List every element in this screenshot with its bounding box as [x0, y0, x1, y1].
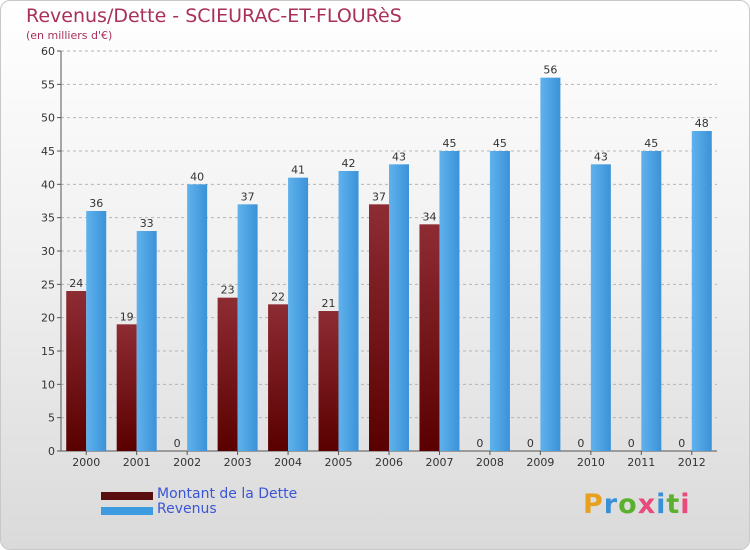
- logo-letter: r: [603, 489, 619, 520]
- data-label-debt: 23: [221, 284, 235, 297]
- bar-debt: [318, 311, 339, 451]
- x-tick-label: 2011: [627, 456, 655, 469]
- data-label-debt: 0: [527, 437, 534, 450]
- data-label-revenue: 48: [695, 117, 709, 130]
- bar-debt: [66, 291, 87, 451]
- x-tick-label: 2003: [224, 456, 252, 469]
- x-tick-label: 2012: [678, 456, 706, 469]
- bar-revenue: [237, 204, 258, 451]
- x-tick-label: 2002: [173, 456, 201, 469]
- x-tick-label: 2005: [325, 456, 353, 469]
- data-label-debt: 0: [476, 437, 483, 450]
- bar-revenue: [641, 151, 662, 451]
- chart-title: Revenus/Dette - SCIEURAC-ET-FLOURèS: [26, 5, 402, 27]
- x-tick-label: 2009: [526, 456, 554, 469]
- x-tick-label: 2004: [274, 456, 302, 469]
- bar-revenue: [389, 164, 409, 452]
- bar-debt: [116, 324, 137, 451]
- data-label-revenue: 45: [493, 137, 507, 150]
- logo-letter: i: [680, 489, 691, 520]
- data-label-debt: 34: [422, 210, 436, 223]
- bar-debt: [419, 224, 440, 451]
- y-tick-label: 45: [41, 145, 55, 158]
- bar-revenue: [338, 171, 359, 451]
- bar-revenue: [136, 231, 157, 451]
- y-tick-label: 35: [41, 212, 55, 225]
- data-label-debt: 22: [271, 290, 285, 303]
- x-tick-label: 2010: [577, 456, 605, 469]
- legend-swatch-revenue: [101, 507, 153, 515]
- logo-letter: i: [656, 489, 667, 520]
- x-tick-label: 2006: [375, 456, 403, 469]
- data-label-debt: 19: [120, 310, 134, 323]
- bar-debt: [369, 204, 389, 451]
- data-label-revenue: 43: [594, 150, 608, 163]
- chart-subtitle: (en milliers d'€): [26, 29, 113, 42]
- y-tick-label: 20: [41, 312, 55, 325]
- logo-letter: x: [637, 489, 657, 520]
- y-tick-label: 30: [41, 245, 55, 258]
- x-tick-label: 2000: [72, 456, 100, 469]
- data-label-debt: 0: [577, 437, 584, 450]
- bar-revenue: [590, 164, 611, 452]
- data-label-revenue: 42: [342, 157, 356, 170]
- bar-revenue: [439, 151, 460, 451]
- y-tick-label: 25: [41, 278, 55, 291]
- bar-debt: [217, 297, 238, 451]
- legend-label-revenue: Revenus: [157, 501, 217, 517]
- legend-label-debt: Montant de la Dette: [157, 486, 298, 502]
- data-label-revenue: 33: [140, 217, 154, 230]
- data-label-debt: 24: [69, 277, 83, 290]
- data-label-debt: 37: [372, 190, 386, 203]
- logo-letter: o: [618, 489, 638, 520]
- x-tick-label: 2007: [425, 456, 453, 469]
- data-label-revenue: 36: [89, 197, 103, 210]
- data-label-debt: 0: [678, 437, 685, 450]
- y-tick-label: 60: [41, 45, 55, 58]
- data-label-revenue: 45: [644, 137, 658, 150]
- bar-revenue: [187, 184, 208, 452]
- data-label-debt: 0: [174, 437, 181, 450]
- bar-revenue: [86, 211, 107, 451]
- data-label-revenue: 56: [543, 64, 557, 77]
- logo-letter: t: [666, 489, 681, 520]
- bar-revenue: [540, 77, 561, 452]
- data-label-debt: 21: [322, 297, 336, 310]
- data-label-revenue: 37: [241, 190, 255, 203]
- y-tick-label: 5: [48, 412, 55, 425]
- logo-letter: P: [583, 489, 604, 520]
- data-label-revenue: 45: [442, 137, 456, 150]
- legend-swatch-debt: [101, 492, 153, 500]
- y-tick-label: 50: [41, 112, 55, 125]
- data-label-revenue: 43: [392, 150, 406, 163]
- y-tick-label: 40: [41, 178, 55, 191]
- data-label-revenue: 41: [291, 164, 305, 177]
- data-label-revenue: 40: [190, 170, 204, 183]
- y-tick-label: 55: [41, 78, 55, 91]
- data-label-debt: 0: [628, 437, 635, 450]
- y-tick-label: 0: [48, 445, 55, 458]
- bar-revenue: [489, 151, 510, 451]
- bar-debt: [268, 304, 289, 451]
- bar-revenue: [288, 177, 309, 451]
- bar-revenue: [691, 131, 712, 451]
- x-tick-label: 2001: [123, 456, 151, 469]
- y-tick-label: 10: [41, 378, 55, 391]
- x-tick-label: 2008: [476, 456, 504, 469]
- proxiti-logo: Proxiti: [583, 489, 691, 520]
- y-tick-label: 15: [41, 345, 55, 358]
